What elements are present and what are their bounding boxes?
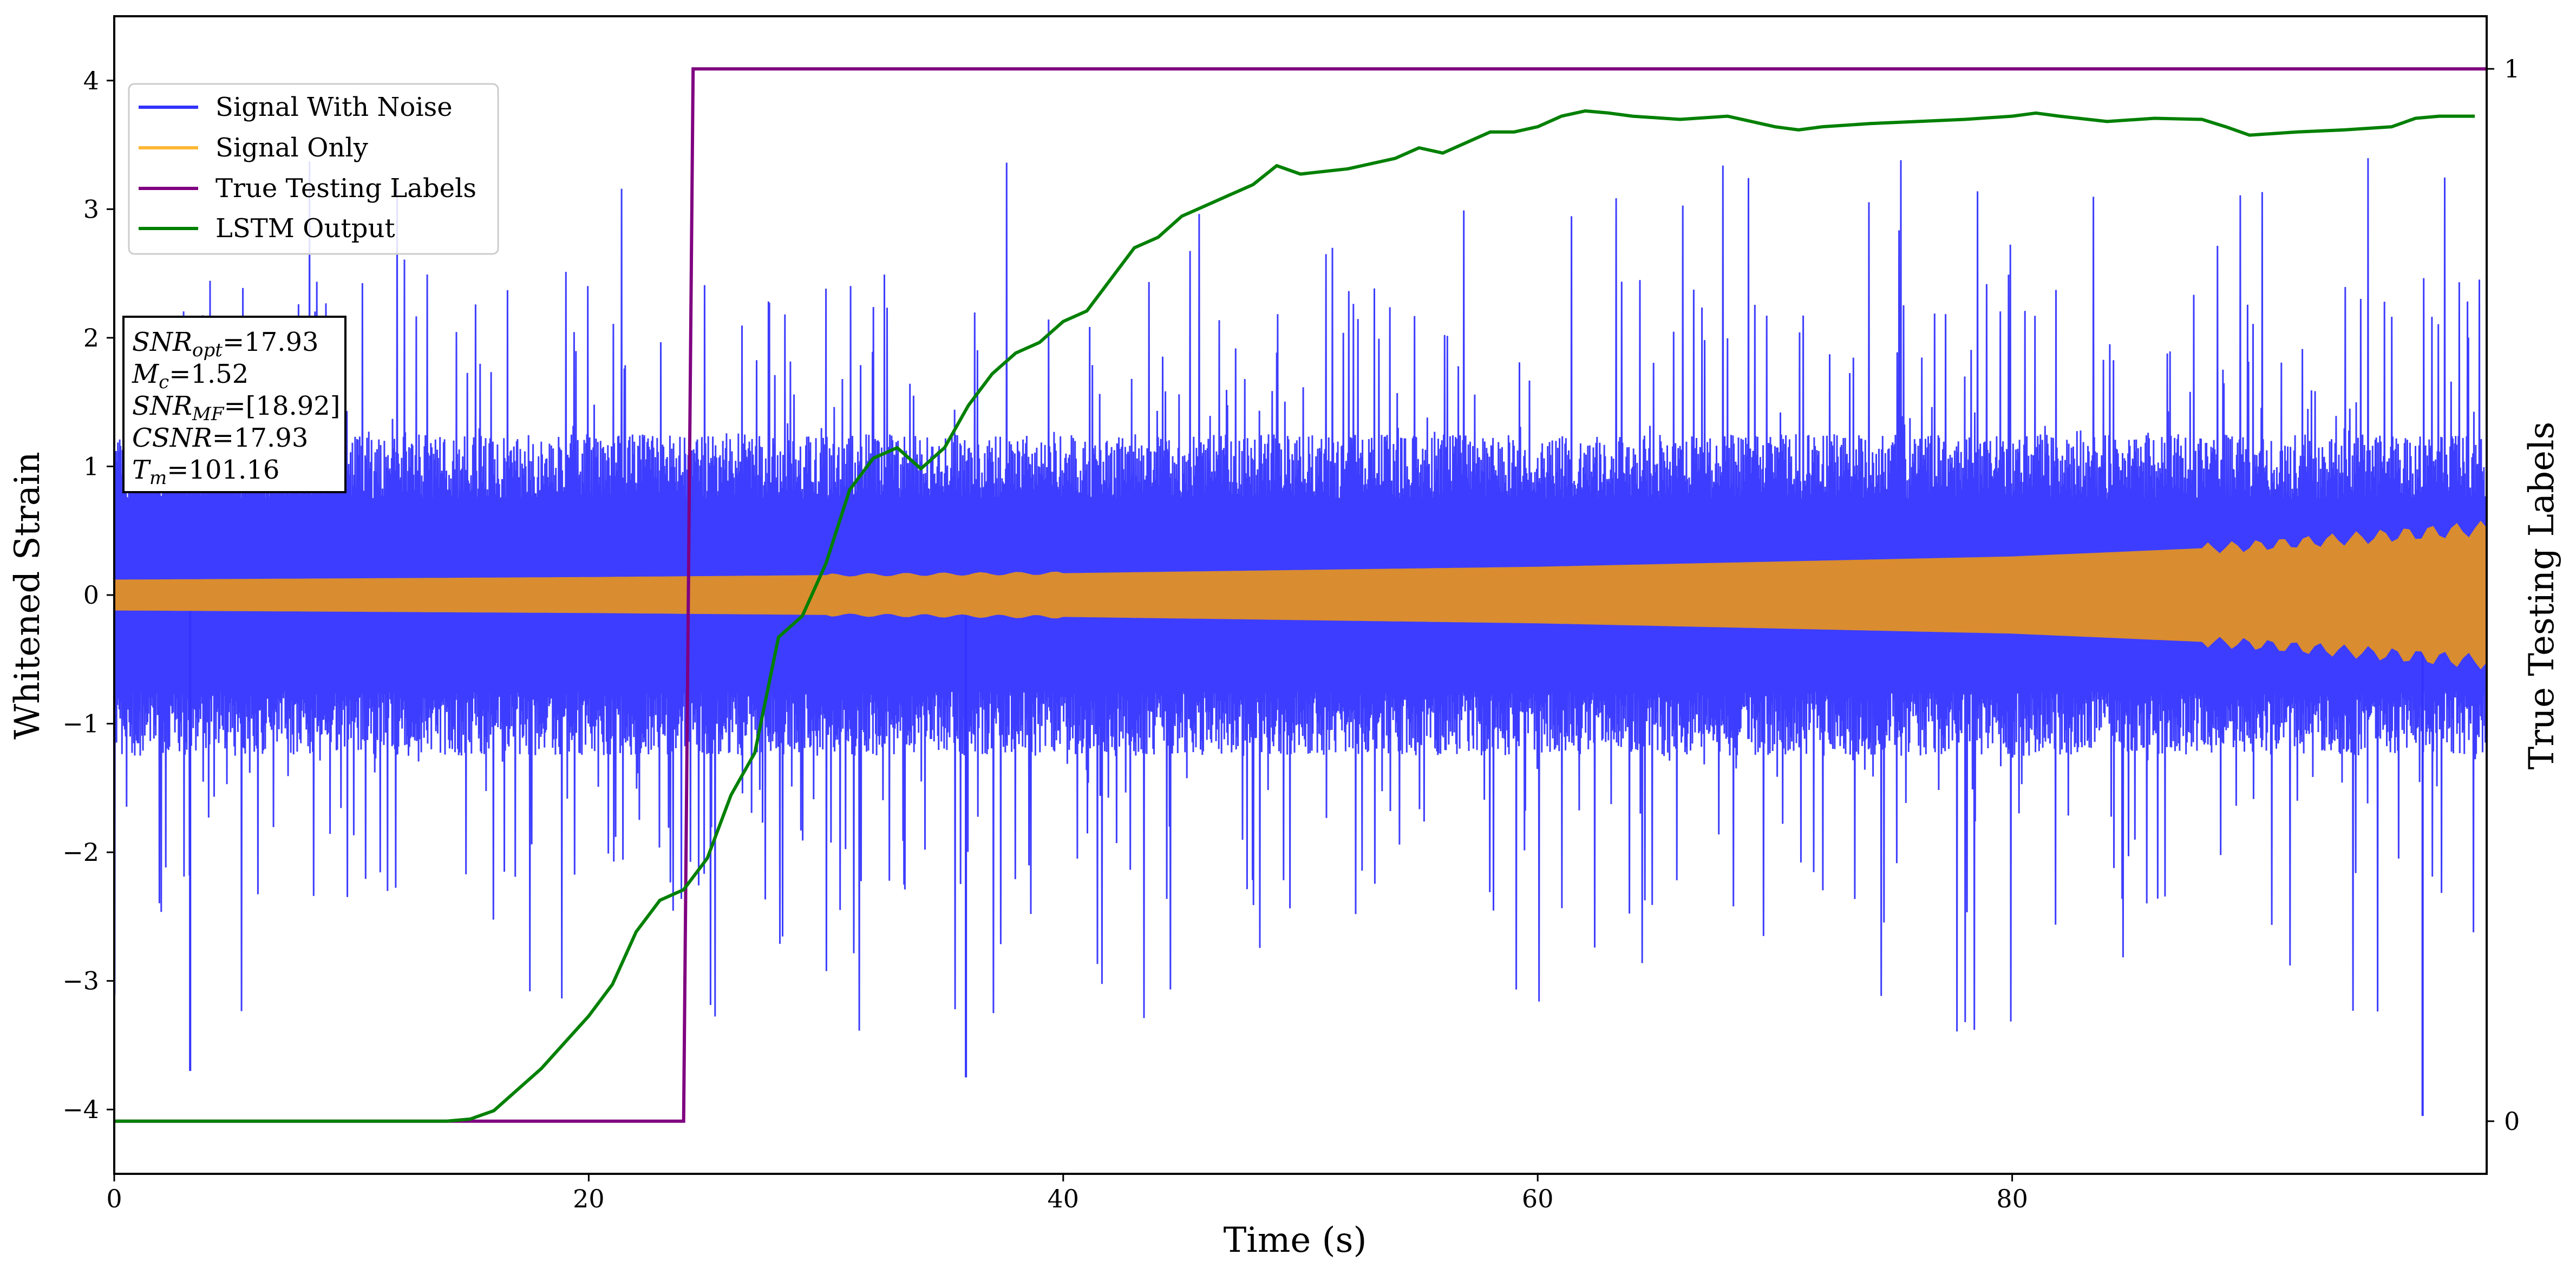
legend-label: Signal Only [215, 133, 368, 163]
legend-label: LSTM Output [215, 213, 395, 244]
legend-label: Signal With Noise [215, 92, 453, 122]
y-tick-label: 0 [83, 580, 99, 610]
y-tick-label: 1 [83, 452, 99, 481]
lstm-line [114, 109, 2475, 1123]
y2-axis-title: True Testing Labels [2522, 422, 2562, 770]
plot-area [114, 67, 2487, 1123]
y-axis-right: 01 [2487, 54, 2520, 1136]
series-true-testing-labels [114, 67, 2487, 1123]
info-box: SNRopt=17.93 Mc=1.52 SNRMF=[18.92] CSNR=… [122, 316, 346, 493]
y-axis-title: Whitened Strain [8, 452, 48, 739]
x-axis: 0 20 40 60 80 [106, 1174, 2028, 1213]
y-tick-label: 3 [83, 194, 99, 224]
series-lstm-output [114, 109, 2475, 1123]
legend-label: True Testing Labels [215, 173, 476, 204]
y-tick-label: 4 [83, 66, 99, 95]
y-tick-label: −4 [62, 1095, 99, 1124]
y-tick-label: −1 [62, 709, 99, 739]
info-box-frame [122, 316, 346, 493]
info-line: CSNR=17.93 [132, 423, 308, 453]
y-tick-label: −2 [62, 838, 99, 867]
x-tick-label: 20 [573, 1184, 605, 1213]
x-tick-label: 60 [1522, 1184, 1554, 1213]
x-tick-label: 0 [106, 1184, 122, 1213]
series-signal-with-noise [114, 158, 2487, 1116]
legend: Signal With Noise Signal Only True Testi… [128, 83, 499, 255]
x-tick-label: 40 [1048, 1184, 1080, 1213]
y2-tick-label: 1 [2504, 54, 2520, 83]
y2-tick-label: 0 [2504, 1107, 2520, 1136]
noise-trace [114, 158, 2487, 1032]
info-line: Mc=1.52 [132, 359, 249, 393]
series-signal-only [114, 520, 2487, 670]
y-tick-label: 2 [83, 323, 99, 352]
label-line [114, 67, 2487, 1123]
y-tick-label: −3 [62, 966, 99, 996]
signal-band [114, 520, 2487, 670]
x-tick-label: 80 [1996, 1184, 2028, 1213]
x-axis-title: Time (s) [1224, 1220, 1367, 1260]
legend-box [128, 83, 499, 255]
info-line: SNRopt=17.93 [132, 327, 319, 361]
info-line: Tm=101.16 [132, 455, 279, 489]
y-axis-left: −4 −3 −2 −1 0 1 2 3 4 [62, 66, 114, 1124]
info-line: SNRMF=[18.92] [132, 391, 341, 425]
